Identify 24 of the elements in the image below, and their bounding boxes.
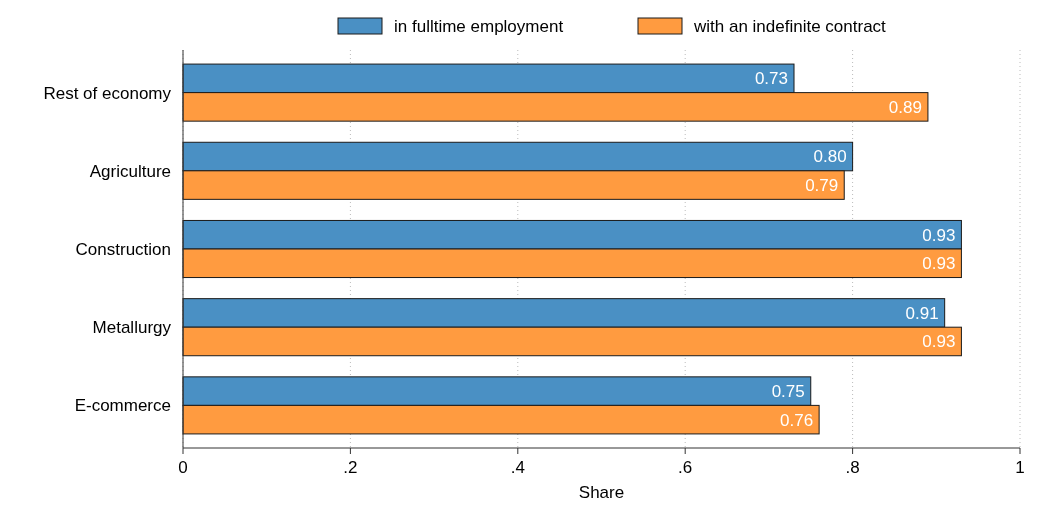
data-label: 0.91 — [905, 303, 939, 323]
y-tick-label: E-commerce — [74, 396, 171, 416]
y-tick-label: Agriculture — [89, 161, 171, 181]
data-label: 0.89 — [888, 97, 922, 117]
legend-label: with an indefinite contract — [693, 16, 887, 36]
x-axis-title: Share — [578, 483, 625, 502]
y-tick-label: Construction — [75, 239, 171, 259]
data-label: 0.73 — [754, 69, 789, 89]
data-label: 0.75 — [771, 382, 805, 402]
y-tick-label: Metallurgy — [92, 318, 172, 338]
legend-label: in fulltime employment — [394, 16, 564, 36]
x-tick-label: .2 — [343, 458, 358, 477]
x-tick-label: .4 — [510, 458, 525, 477]
x-tick-label: 0 — [178, 458, 188, 477]
data-label: 0.79 — [805, 176, 839, 196]
x-tick-label: .6 — [678, 458, 693, 477]
data-label: 0.76 — [780, 410, 814, 430]
x-tick-label: 1 — [1015, 458, 1025, 477]
y-tick-label: Rest of economy — [43, 83, 172, 103]
data-label: 0.93 — [922, 332, 956, 352]
data-label: 0.93 — [922, 225, 956, 245]
data-label: 0.80 — [813, 147, 847, 167]
x-tick-label: .8 — [845, 458, 860, 477]
data-label: 0.93 — [922, 254, 956, 274]
